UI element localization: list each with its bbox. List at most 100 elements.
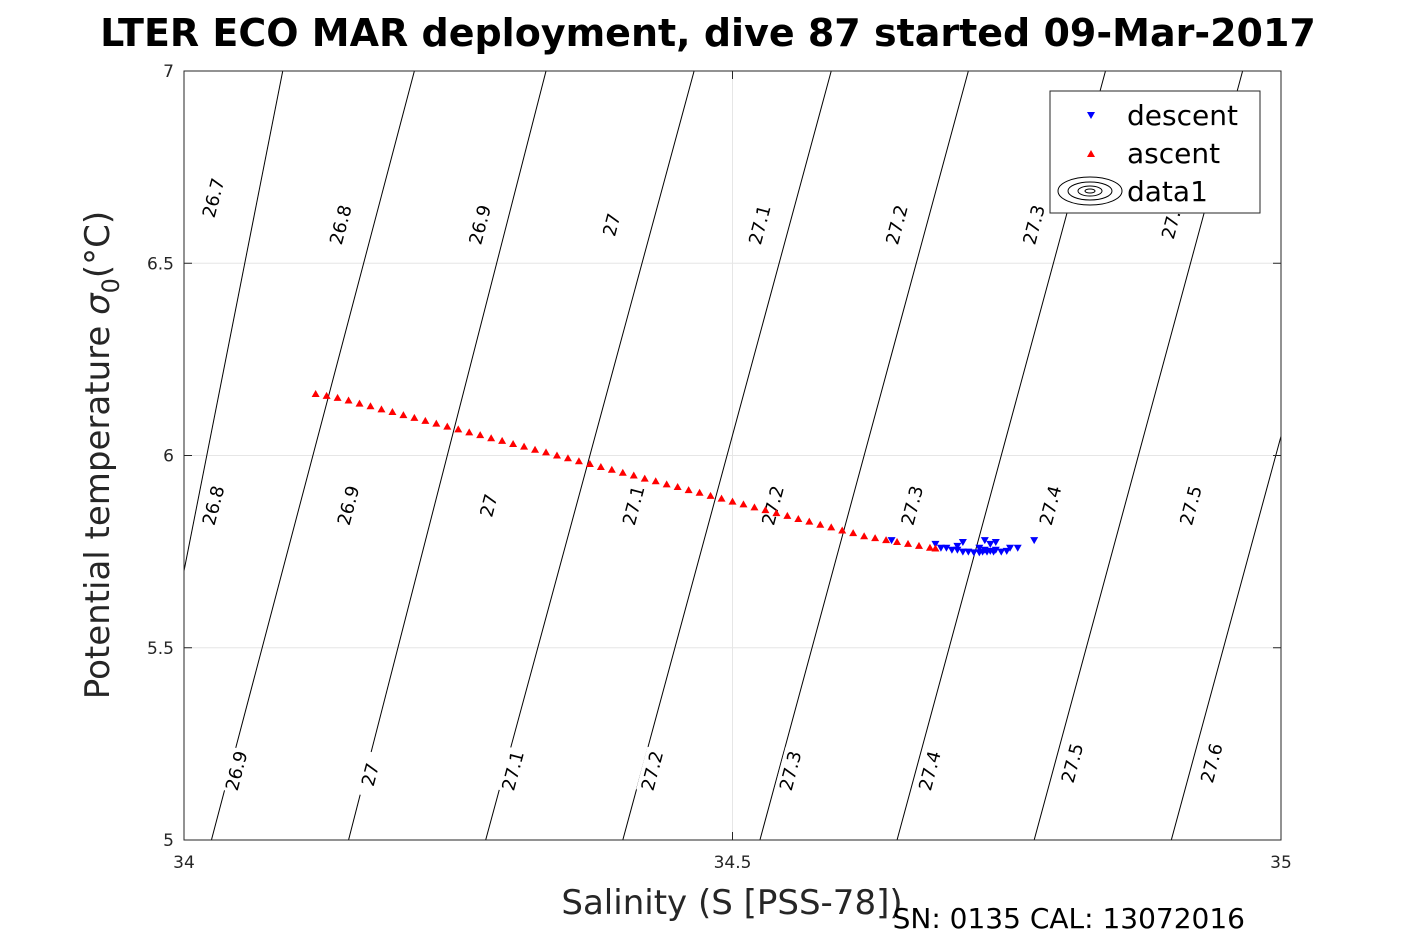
contour-label-bg — [496, 746, 530, 795]
contour-line — [485, 71, 695, 840]
contour-label-bg — [743, 200, 777, 249]
svg-text:Potential temperature σ0(°C): Potential temperature σ0(°C) — [78, 211, 125, 699]
ascent-point — [860, 532, 869, 540]
descent-point — [958, 539, 967, 547]
ascent-point — [465, 428, 474, 436]
ascent-point — [311, 389, 320, 397]
contour-label-bg — [197, 173, 230, 222]
ascent-point — [673, 483, 682, 491]
y-tick-label: 5 — [163, 831, 174, 851]
ascent-point — [904, 539, 913, 547]
ascent-point — [410, 413, 419, 421]
ascent-point — [931, 544, 940, 552]
legend-descent-marker — [1087, 112, 1095, 119]
ascent-point — [520, 442, 529, 450]
legend-item-data1: data1 — [1127, 175, 1208, 208]
ascent-point — [443, 422, 452, 430]
descent-point — [1006, 544, 1015, 552]
y-tick-label: 6 — [163, 447, 174, 467]
y-axis-label: Potential temperature σ0(°C) — [78, 211, 125, 699]
descent-point — [986, 540, 995, 548]
ascent-point — [421, 416, 430, 424]
ascent-point — [728, 497, 737, 505]
descent-point — [1030, 537, 1039, 545]
contour-label-bg — [1017, 200, 1051, 249]
ascent-point — [914, 541, 923, 549]
ascent-point — [322, 391, 331, 399]
ascent-point — [388, 408, 397, 416]
ascent-point — [377, 405, 386, 413]
contour-label-bg — [472, 481, 506, 530]
ascent-point — [596, 463, 605, 471]
ascent-point — [882, 536, 891, 544]
contour-line — [1170, 436, 1281, 840]
contour-label-bg — [332, 481, 365, 530]
contour-line — [622, 71, 832, 840]
contour-label-bg — [896, 481, 929, 530]
legend: descent ascent data1 — [1049, 90, 1261, 214]
ascent-point — [684, 486, 693, 494]
ascent-point — [355, 399, 364, 407]
descent-point — [953, 542, 962, 550]
contour-label-bg — [324, 200, 358, 249]
contour-line — [348, 71, 547, 840]
axis-ticks: 34 34.5 35 5 5.5 6 6.5 7 — [147, 62, 1292, 873]
contour-label-bg — [595, 200, 629, 249]
serial-calibration-footer: SN: 0135 CAL: 13072016 — [893, 902, 1245, 935]
ascent-point — [344, 396, 353, 404]
y-tick-label: 5.5 — [147, 639, 174, 659]
descent-point — [1013, 544, 1022, 552]
descent-point — [969, 549, 978, 557]
contour-label-bg — [880, 200, 914, 249]
data-series — [311, 389, 1039, 557]
contour-line — [210, 71, 415, 840]
ascent-point — [563, 454, 572, 462]
descent-point — [958, 548, 967, 556]
ascent-point — [509, 439, 518, 447]
contour-line — [184, 71, 284, 571]
ascent-point — [794, 514, 803, 522]
ascent-point — [552, 451, 561, 459]
descent-point — [975, 544, 984, 552]
ascent-point — [662, 480, 671, 488]
ascent-point — [695, 488, 704, 496]
contour-label-bg — [463, 200, 497, 249]
legend-item-descent: descent — [1127, 99, 1238, 132]
ascent-point — [805, 517, 814, 525]
y-tick-label: 7 — [163, 62, 174, 82]
descent-point — [887, 537, 896, 545]
ascent-point — [772, 509, 781, 517]
ascent-point — [585, 459, 594, 467]
ascent-point — [333, 393, 342, 401]
grid-lines — [184, 71, 1281, 840]
x-axis-label: Salinity (S [PSS-78]) — [561, 883, 902, 923]
legend-item-ascent: ascent — [1127, 137, 1220, 170]
contour-line — [759, 71, 969, 840]
y-tick-label: 6.5 — [147, 254, 174, 274]
ascent-point — [750, 503, 759, 511]
y-axis-label-unit: (°C) — [78, 211, 118, 278]
ascent-point — [706, 491, 715, 499]
ascent-point — [629, 471, 638, 479]
ascent-point — [399, 411, 408, 419]
ascent-point — [783, 511, 792, 519]
y-axis-label-symbol: σ — [78, 292, 118, 315]
descent-point — [947, 546, 956, 554]
ascent-point — [476, 431, 485, 439]
ascent-point — [487, 434, 496, 442]
ascent-point — [893, 538, 902, 546]
ascent-point — [432, 419, 441, 427]
ascent-point — [542, 448, 551, 456]
contour-label-bg — [220, 746, 253, 795]
ascent-point — [640, 474, 649, 482]
y-axis-label-text: Potential temperature — [78, 326, 118, 699]
contour-label-bg — [1195, 739, 1229, 788]
ascent-point — [531, 445, 540, 453]
x-tick-label: 34.5 — [714, 853, 752, 873]
ascent-point — [925, 543, 934, 551]
ascent-point — [827, 523, 836, 531]
contour-label-bg — [617, 481, 651, 530]
ascent-point — [618, 468, 627, 476]
ascent-point — [717, 494, 726, 502]
contour-label-bg — [774, 746, 807, 795]
